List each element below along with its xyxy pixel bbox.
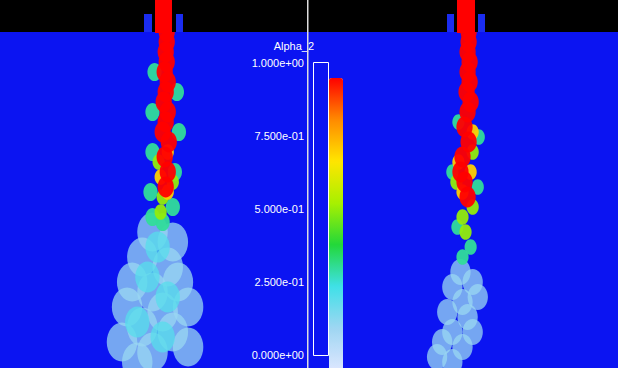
svg-text:2.500e-01: 2.500e-01 [254, 276, 304, 288]
svg-text:7.500e-01: 7.500e-01 [254, 130, 304, 142]
svg-text:5.000e-01: 5.000e-01 [254, 203, 304, 215]
svg-text:Alpha_2: Alpha_2 [273, 39, 314, 52]
svg-text:1.000e+00: 1.000e+00 [252, 57, 304, 69]
svg-text:0.000e+00: 0.000e+00 [252, 349, 304, 361]
